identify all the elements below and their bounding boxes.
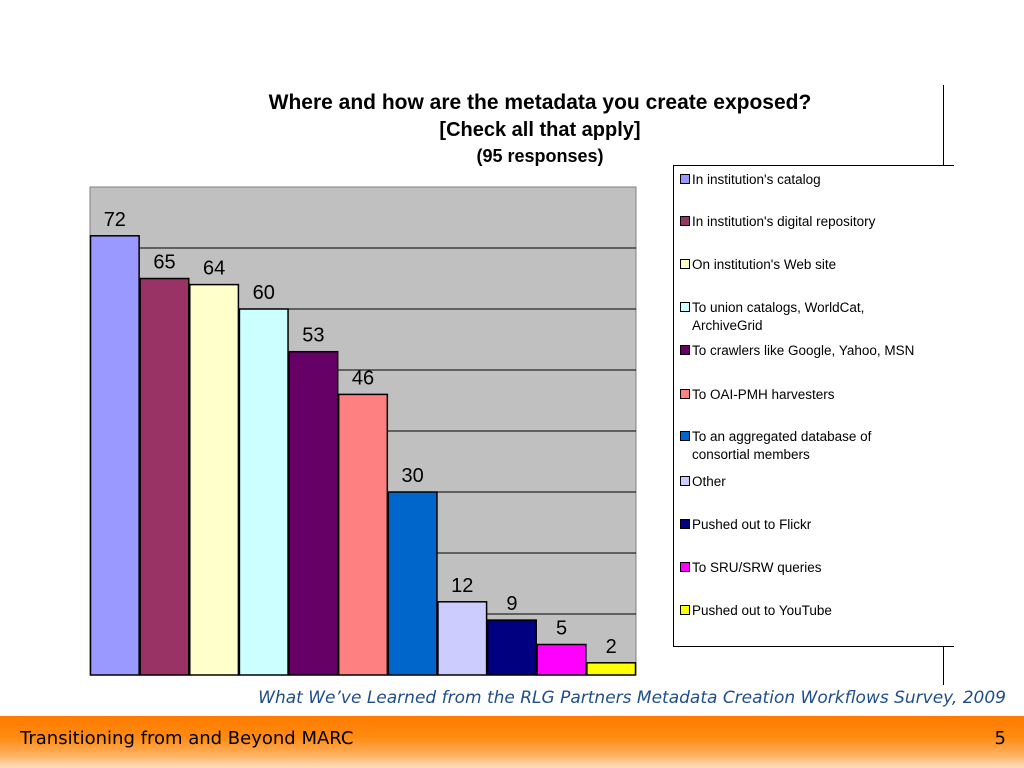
legend-item: To SRU/SRW queries	[680, 559, 822, 595]
legend-label: To crawlers like Google, Yahoo, MSN	[692, 343, 915, 358]
legend-item: Pushed out to YouTube	[680, 602, 832, 638]
legend-label: Pushed out to Flickr	[692, 517, 812, 532]
data-label: 60	[253, 282, 275, 304]
legend-label-line2	[680, 361, 692, 376]
legend-item: To an aggregated database of consortial m…	[680, 428, 871, 464]
bar	[437, 601, 488, 676]
bar	[536, 643, 587, 676]
footer-bar: Transitioning from and Beyond MARC 5	[0, 716, 1024, 768]
data-label: 5	[556, 618, 567, 640]
legend-label: To OAI-PMH harvesters	[692, 387, 835, 402]
legend-label: To an aggregated database of	[692, 429, 872, 444]
legend-swatch	[680, 519, 690, 530]
legend-swatch	[680, 562, 690, 573]
data-label: 12	[451, 575, 473, 597]
data-label: 46	[352, 367, 374, 389]
legend-label-line2: consortial members	[692, 447, 810, 462]
bar	[238, 308, 289, 676]
legend-item: To crawlers like Google, Yahoo, MSN	[680, 342, 914, 378]
page-number: 5	[994, 728, 1006, 749]
legend-swatch	[680, 476, 690, 487]
source-caption: What We’ve Learned from the RLG Partners…	[258, 688, 1006, 708]
legend-label: To union catalogs, WorldCat,	[692, 300, 865, 315]
legend-label-line2	[680, 275, 692, 290]
bar	[337, 393, 389, 676]
legend-item: To union catalogs, WorldCat, ArchiveGrid	[680, 299, 864, 335]
chart-subtitle: [Check all that apply]	[439, 119, 641, 141]
data-label: 30	[402, 465, 424, 487]
chart-title-block: Where and how are the metadata you creat…	[180, 90, 900, 168]
legend-swatch	[680, 174, 690, 185]
legend-label-line2	[680, 578, 692, 593]
legend-label-line2	[680, 492, 692, 507]
legend-swatch	[680, 605, 690, 616]
data-label: 64	[203, 258, 225, 280]
bar	[387, 491, 438, 676]
legend-label-line2: ArchiveGrid	[692, 318, 763, 333]
legend-swatch	[680, 259, 690, 270]
legend-label: On institution's Web site	[692, 257, 837, 272]
legend-item: In institution's catalog	[680, 171, 821, 207]
legend-item: Pushed out to Flickr	[680, 516, 811, 552]
legend-label: In institution's digital repository	[692, 214, 876, 229]
bar	[288, 350, 339, 676]
legend-label-line2	[680, 621, 692, 636]
footer-title: Transitioning from and Beyond MARC	[20, 728, 354, 749]
legend-swatch	[680, 345, 690, 356]
bar	[586, 662, 637, 676]
legend-label: To SRU/SRW queries	[692, 560, 822, 575]
legend-label-line2	[680, 190, 692, 205]
data-label: 9	[506, 593, 517, 615]
chart-title: Where and how are the metadata you creat…	[268, 91, 812, 114]
bar	[139, 277, 190, 676]
data-label: 53	[302, 325, 324, 347]
data-label: 2	[606, 636, 617, 658]
legend-label: In institution's catalog	[692, 172, 821, 187]
data-label: 65	[153, 252, 175, 274]
data-label: 72	[104, 209, 126, 231]
legend-label-line2	[680, 535, 692, 550]
legend-label: Pushed out to YouTube	[692, 603, 832, 618]
legend-swatch	[680, 302, 690, 313]
legend-label-line2	[680, 405, 692, 420]
bar	[89, 235, 140, 676]
legend-swatch	[680, 216, 690, 227]
chart-response-count: (95 responses)	[476, 146, 604, 166]
bar	[189, 283, 240, 676]
legend-swatch	[680, 389, 690, 400]
legend-item: To OAI-PMH harvesters	[680, 386, 835, 422]
legend-item: In institution's digital repository	[680, 213, 875, 249]
bar	[486, 619, 537, 676]
chart-legend: In institution's catalog In institution'…	[673, 165, 954, 647]
legend-swatch	[680, 431, 690, 442]
legend-label: Other	[692, 474, 726, 489]
legend-item: On institution's Web site	[680, 256, 836, 292]
legend-item: Other	[680, 473, 726, 509]
legend-label-line2	[680, 232, 692, 247]
